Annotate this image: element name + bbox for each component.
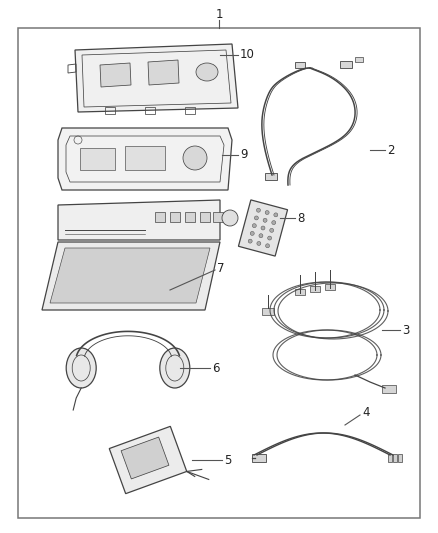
Text: 3: 3 <box>402 324 410 336</box>
Text: 8: 8 <box>297 212 304 224</box>
Circle shape <box>274 213 278 217</box>
Polygon shape <box>213 212 223 222</box>
Polygon shape <box>170 212 180 222</box>
Bar <box>398 454 402 462</box>
Polygon shape <box>75 44 238 112</box>
Polygon shape <box>100 63 131 87</box>
Circle shape <box>265 211 269 215</box>
Ellipse shape <box>66 348 96 388</box>
Bar <box>252 454 266 462</box>
Text: 7: 7 <box>217 262 225 274</box>
Bar <box>295 289 305 295</box>
Text: 6: 6 <box>212 361 219 375</box>
Circle shape <box>256 208 261 212</box>
Bar <box>310 286 320 292</box>
Bar <box>355 57 363 62</box>
Circle shape <box>259 234 263 238</box>
Bar <box>265 173 277 180</box>
Circle shape <box>254 216 258 220</box>
Text: 10: 10 <box>240 49 255 61</box>
Polygon shape <box>109 426 187 494</box>
Bar <box>388 454 392 462</box>
Polygon shape <box>80 148 115 170</box>
Polygon shape <box>42 242 220 310</box>
Circle shape <box>265 244 269 248</box>
Text: 4: 4 <box>362 407 370 419</box>
Text: 9: 9 <box>240 149 247 161</box>
Polygon shape <box>155 212 165 222</box>
Polygon shape <box>125 146 165 170</box>
Circle shape <box>252 224 256 228</box>
Polygon shape <box>58 128 232 190</box>
Circle shape <box>183 146 207 170</box>
Circle shape <box>257 241 261 246</box>
Circle shape <box>268 236 272 240</box>
Polygon shape <box>121 437 169 479</box>
Bar <box>382 385 396 393</box>
Circle shape <box>248 239 252 243</box>
Ellipse shape <box>160 348 190 388</box>
Circle shape <box>270 228 274 232</box>
Circle shape <box>263 219 267 222</box>
Polygon shape <box>185 212 195 222</box>
Text: 2: 2 <box>387 143 395 157</box>
Circle shape <box>272 221 276 224</box>
Circle shape <box>261 226 265 230</box>
Polygon shape <box>200 212 210 222</box>
Circle shape <box>222 210 238 226</box>
Polygon shape <box>148 60 179 85</box>
Ellipse shape <box>196 63 218 81</box>
Bar <box>325 284 335 290</box>
Text: 1: 1 <box>215 7 223 20</box>
Bar <box>262 308 274 315</box>
Polygon shape <box>58 200 220 240</box>
Bar <box>295 62 305 68</box>
Polygon shape <box>238 200 288 256</box>
Circle shape <box>250 231 254 236</box>
Polygon shape <box>50 248 210 303</box>
Bar <box>340 61 352 68</box>
Text: 5: 5 <box>224 454 231 466</box>
Bar <box>393 454 397 462</box>
